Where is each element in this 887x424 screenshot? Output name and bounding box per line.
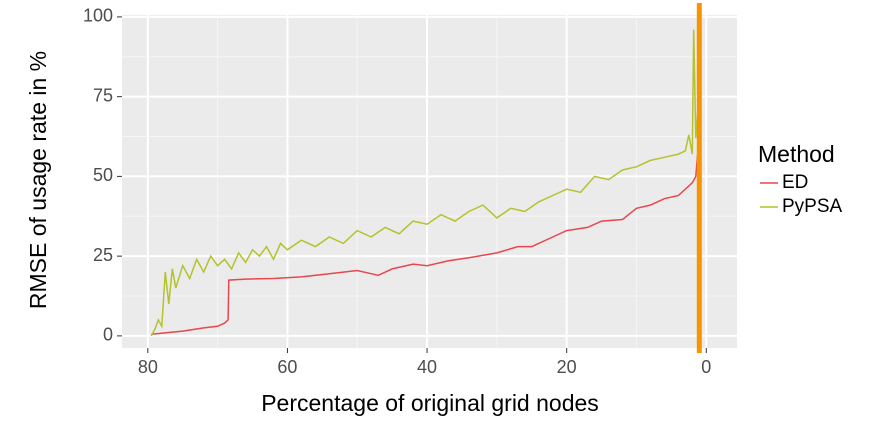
- line: [150, 29, 702, 337]
- x-tick-label: 60: [277, 357, 297, 377]
- y-tick-label: 50: [93, 165, 113, 185]
- panel: [122, 15, 737, 348]
- x-tick-label: 0: [701, 357, 711, 377]
- legend-title: Method: [758, 141, 835, 167]
- line: [151, 138, 701, 336]
- y-tick-label: 25: [93, 245, 113, 265]
- y-tick-label: 100: [83, 6, 113, 26]
- x-tick-label: 20: [557, 357, 577, 377]
- y-axis-title: RMSE of usage rate in %: [25, 51, 51, 309]
- legend-label: PyPSA: [782, 196, 843, 217]
- x-tick-label: 40: [417, 357, 437, 377]
- x-tick-label: 80: [138, 357, 158, 377]
- x-axis-title: Percentage of original grid nodes: [261, 390, 599, 416]
- y-tick-label: 75: [93, 85, 113, 105]
- y-tick-label: 0: [103, 325, 113, 345]
- legend-label: ED: [782, 172, 808, 193]
